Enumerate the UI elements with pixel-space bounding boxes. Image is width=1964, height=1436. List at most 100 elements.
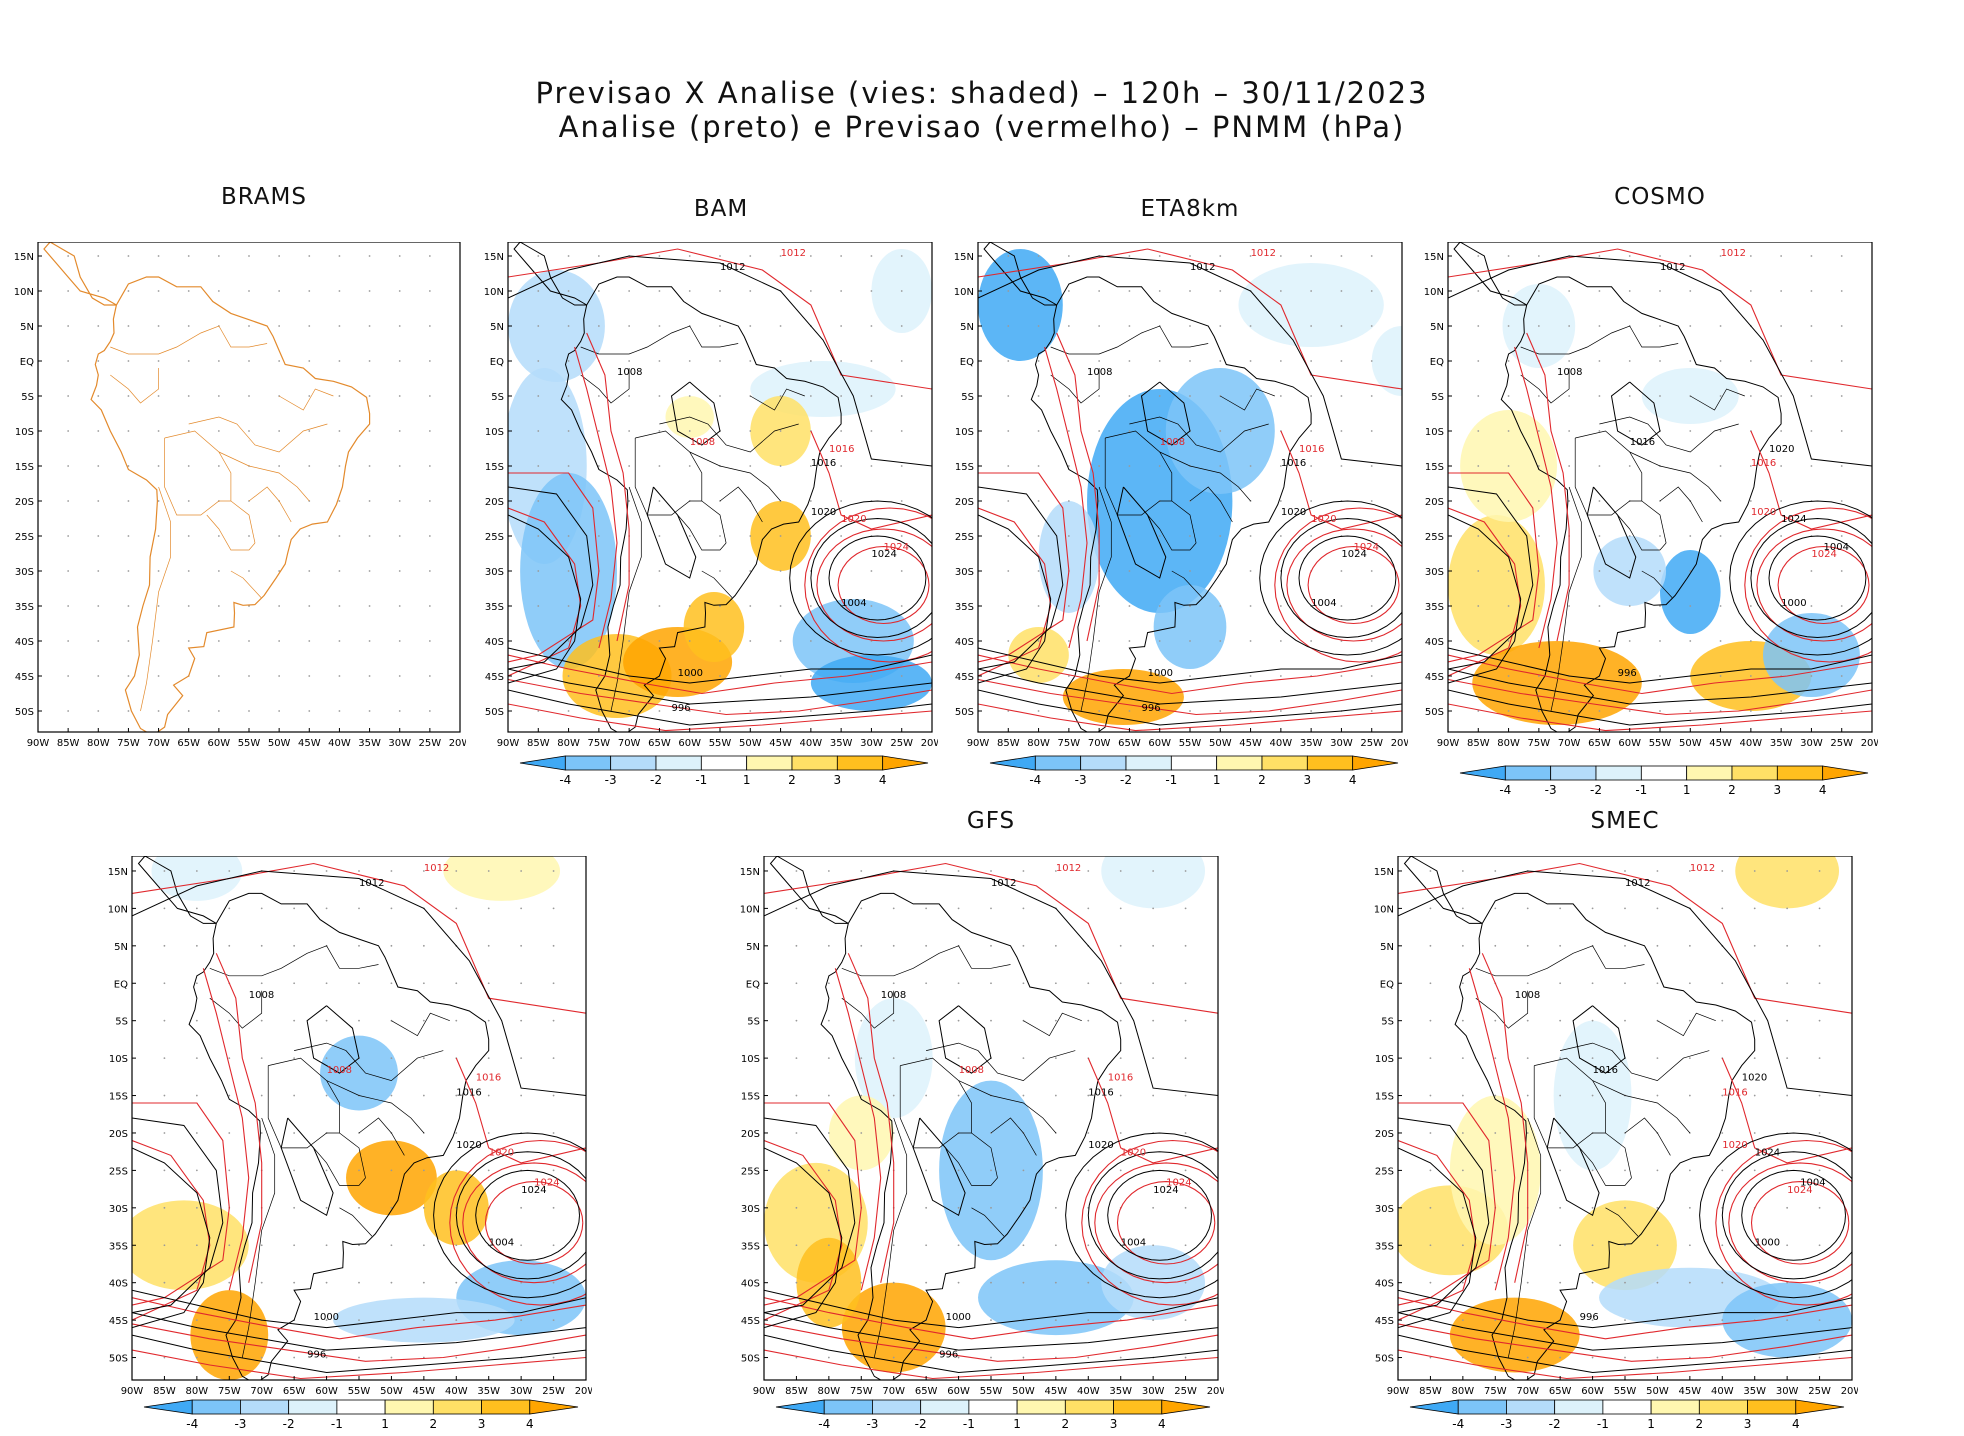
colorbar-segment (1216, 755, 1263, 771)
analysis-isobar (132, 1312, 586, 1351)
lon-tick-label: 75W (218, 1386, 241, 1397)
bias-shade (1238, 263, 1384, 347)
colorbar-label: 4 (1819, 783, 1827, 797)
colorbar-label: -2 (1549, 1417, 1561, 1431)
lon-tick-label: 20W (1391, 738, 1408, 749)
lat-tick-label: 10S (485, 427, 504, 438)
lon-tick-label: 30W (388, 738, 411, 749)
lat-tick-label: 25S (1375, 1166, 1394, 1177)
isobar-label: 1008 (249, 990, 274, 1001)
analysis-isobar (764, 1289, 1218, 1329)
colorbar-label: -4 (186, 1417, 198, 1431)
forecast-isobar (764, 1139, 843, 1321)
panel-title: COSMO (1614, 184, 1706, 210)
colorbar-label: 4 (1158, 1417, 1166, 1431)
lon-tick-label: 65W (1549, 1386, 1572, 1397)
analysis-isobar (1586, 486, 1637, 579)
colorbar-segment (1731, 765, 1778, 781)
lon-tick-label: 20W (921, 738, 938, 749)
lon-tick-label: 45W (1239, 738, 1262, 749)
isobar-label: 1008 (327, 1065, 352, 1076)
analysis-isobar (1448, 647, 1872, 684)
forecast-isobar (132, 1297, 586, 1340)
lon-tick-label: 55W (1179, 738, 1202, 749)
lat-tick-label: 45S (485, 672, 504, 683)
analysis-isobar (455, 1151, 586, 1280)
isobar-label: 1016 (1593, 1065, 1618, 1076)
analysis-isobar (978, 514, 1052, 684)
lat-tick-label: 20S (1425, 497, 1444, 508)
lon-tick-label: 90W (1387, 1386, 1410, 1397)
colorbar-label: -3 (1500, 1417, 1512, 1431)
isobar-label: 1024 (871, 549, 896, 560)
isobar-label: 1016 (829, 444, 854, 455)
lat-tick-label: 50S (1425, 707, 1444, 718)
lat-tick-label: 15S (741, 1092, 760, 1103)
lat-tick-label: 35S (1425, 602, 1444, 613)
lon-tick-label: 30W (1800, 738, 1823, 749)
isobar-label: 1024 (1755, 1147, 1780, 1158)
bias-shade (190, 1290, 269, 1380)
analysis-isobar (508, 514, 582, 684)
bias-shade (151, 856, 243, 901)
lat-tick-label: EQ (746, 979, 760, 990)
lon-tick-label: 25W (1830, 738, 1853, 749)
lat-tick-label: 15S (1375, 1092, 1394, 1103)
lat-tick-label: 25S (955, 532, 974, 543)
colorbar-segment (519, 755, 566, 771)
analysis-isobar (132, 1334, 586, 1374)
lon-tick-label: 80W (87, 738, 110, 749)
lon-tick-label: 55W (348, 1386, 371, 1397)
colorbar-segment (1822, 765, 1869, 781)
bias-shade (1062, 669, 1184, 725)
analysis-isobar (1398, 1312, 1852, 1351)
lat-tick-label: EQ (1380, 979, 1394, 990)
lat-tick-label: 10S (15, 427, 34, 438)
analysis-isobar (508, 668, 932, 705)
analysis-isobar (1298, 535, 1397, 621)
analysis-isobar (1087, 1151, 1218, 1280)
bias-shade (1735, 856, 1840, 909)
isobar-label: 1020 (456, 1140, 481, 1151)
colorbar-segment (336, 1399, 386, 1415)
lon-tick-label: 25W (542, 1386, 565, 1397)
lon-tick-label: 70W (1558, 738, 1581, 749)
analysis-isobar (810, 517, 932, 639)
lon-tick-label: 20W (1861, 738, 1878, 749)
lon-tick-label: 30W (860, 738, 883, 749)
isobar-label: 1012 (720, 262, 745, 273)
lat-tick-label: EQ (1430, 357, 1444, 368)
lon-tick-label: 35W (358, 738, 381, 749)
lon-tick-label: 70W (618, 738, 641, 749)
forecast-isobar (1056, 332, 1100, 642)
lon-tick-label: 80W (1027, 738, 1050, 749)
forecast-isobar (1750, 1181, 1850, 1265)
isobar-label: 1008 (690, 437, 715, 448)
isobar-label: 1008 (1515, 990, 1540, 1001)
map-frame: 1012 1012 1008 1008 1016 1016 1020 1020 1024 1024… (940, 242, 1408, 754)
lon-tick-label: 40W (800, 738, 823, 749)
lon-tick-label: 30W (1330, 738, 1353, 749)
bias-shade (1449, 1297, 1580, 1373)
lon-tick-label: 35W (1743, 1386, 1766, 1397)
lon-tick-label: 75W (1484, 1386, 1507, 1397)
colorbar: -4 -3 -2 -1 1 2 3 4 (774, 1398, 1212, 1436)
lon-tick-label: 65W (1588, 738, 1611, 749)
colorbar-label: -3 (605, 773, 617, 787)
lon-tick-label: 60W (1618, 738, 1641, 749)
isobar-label: 1024 (521, 1185, 546, 1196)
colorbar-label: 1 (381, 1417, 389, 1431)
colorbar-segment (655, 755, 702, 771)
forecast-isobar (455, 1057, 586, 1164)
lon-tick-label: 80W (818, 1386, 841, 1397)
forecast-isobar (810, 430, 932, 530)
colorbar-segment (1034, 755, 1082, 771)
isobar-label: 1004 (1121, 1237, 1146, 1248)
colorbar-label: -1 (1597, 1417, 1609, 1431)
lat-tick-label: 10N (1374, 904, 1394, 915)
analysis-isobar (508, 689, 932, 726)
lat-tick-label: 40S (1425, 637, 1444, 648)
analysis-isobar (508, 255, 932, 467)
isobar-label: 1012 (781, 248, 806, 259)
lon-tick-label: 40W (445, 1386, 468, 1397)
